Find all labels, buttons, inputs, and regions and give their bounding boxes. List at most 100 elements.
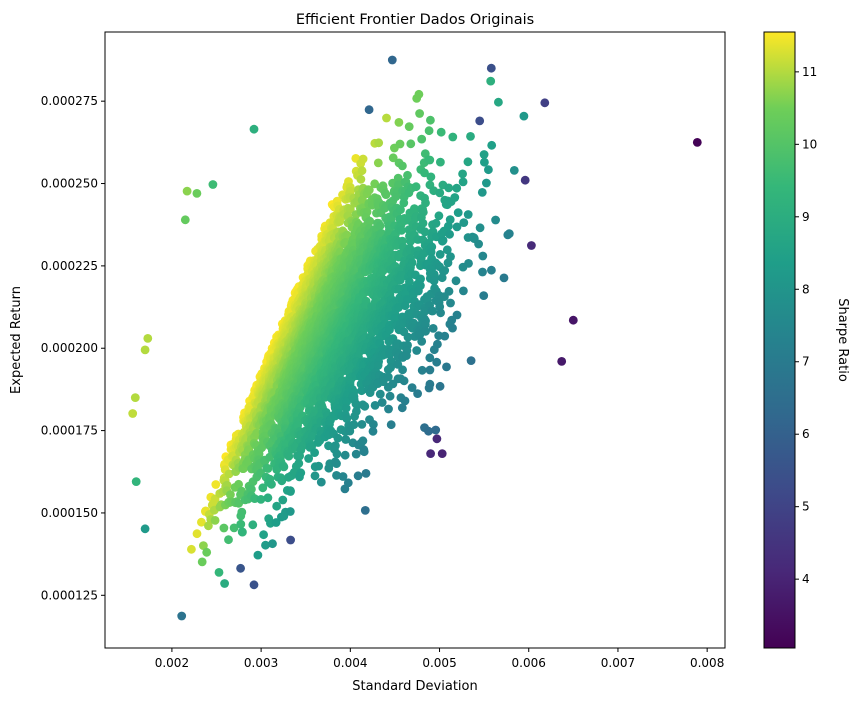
- scatter-point: [426, 449, 435, 458]
- scatter-point: [360, 506, 370, 515]
- scatter-point: [263, 464, 273, 473]
- scatter-point: [399, 376, 409, 386]
- scatter-point: [400, 301, 410, 311]
- scatter-point: [187, 544, 196, 554]
- scatter-point: [394, 303, 403, 312]
- scatter-point: [214, 568, 224, 577]
- scatter-point: [143, 334, 153, 343]
- scatter-point: [351, 449, 361, 459]
- scatter-point: [284, 451, 294, 461]
- scatter-point: [398, 161, 407, 171]
- scatter-point: [448, 132, 458, 142]
- scatter-point: [491, 215, 500, 225]
- scatter-point: [412, 346, 422, 355]
- scatter-point: [224, 469, 234, 479]
- scatter-point: [335, 217, 345, 226]
- y-tick-label: 0.000250: [41, 177, 98, 191]
- scatter-point: [420, 320, 430, 329]
- scatter-point: [478, 251, 488, 261]
- colorbar-tick-label: 11: [802, 65, 817, 79]
- scatter-point: [373, 361, 383, 370]
- scatter-point: [417, 365, 427, 375]
- y-tick-label: 0.000200: [41, 341, 98, 355]
- scatter-point: [332, 449, 342, 459]
- x-axis: 0.002 0.003 0.004 0.005 0.006 0.007 0.008: [155, 648, 724, 670]
- scatter-point: [226, 490, 235, 499]
- scatter-point: [384, 404, 393, 414]
- scatter-point: [479, 291, 489, 300]
- scatter-point: [236, 511, 246, 521]
- scatter-point: [435, 188, 445, 198]
- scatter-point: [324, 463, 334, 473]
- scatter-point: [520, 175, 530, 185]
- scatter-point: [406, 139, 416, 149]
- scatter-point: [386, 420, 396, 430]
- scatter-point: [208, 180, 218, 189]
- scatter-point: [285, 507, 295, 516]
- scatter-point: [424, 383, 434, 393]
- colorbar-tick-label: 10: [802, 137, 817, 151]
- scatter-point: [425, 365, 435, 375]
- scatter-point: [386, 363, 395, 372]
- scatter-point: [180, 215, 190, 225]
- scatter-point: [375, 389, 385, 399]
- scatter-point: [359, 447, 369, 457]
- scatter-point: [364, 185, 374, 195]
- chart-title: Efficient Frontier Dados Originais: [296, 12, 534, 28]
- scatter-point: [252, 428, 261, 438]
- scatter-point: [475, 223, 485, 233]
- scatter-point: [431, 425, 441, 435]
- scatter-point: [463, 210, 473, 219]
- y-axis-label: Expected Return: [9, 286, 24, 394]
- scatter-point: [340, 450, 350, 460]
- scatter-point: [431, 218, 441, 228]
- scatter-point: [192, 529, 202, 539]
- scatter-point: [440, 266, 450, 275]
- scatter-point: [357, 420, 367, 429]
- scatter-point: [424, 426, 433, 436]
- scatter-point: [271, 518, 281, 527]
- scatter-point: [452, 183, 462, 193]
- scatter-point: [504, 229, 514, 239]
- scatter-point: [338, 472, 348, 481]
- scatter-point: [349, 420, 359, 429]
- scatter-point: [417, 134, 427, 144]
- scatter-point: [377, 398, 387, 407]
- scatter-point: [402, 351, 411, 360]
- scatter-point: [428, 306, 437, 316]
- scatter-point: [236, 563, 246, 573]
- scatter-point: [342, 397, 352, 406]
- scatter-point: [345, 204, 355, 214]
- x-tick-label: 0.004: [333, 656, 367, 670]
- scatter-point: [236, 519, 246, 529]
- scatter-point: [437, 449, 447, 458]
- scatter-point: [268, 539, 277, 549]
- scatter-point: [397, 403, 407, 413]
- scatter-point: [295, 451, 304, 461]
- scatter-point: [425, 155, 435, 165]
- scatter-point: [259, 530, 268, 540]
- scatter-point: [421, 326, 430, 336]
- scatter-point: [368, 426, 378, 436]
- x-tick-label: 0.007: [601, 656, 635, 670]
- scatter-point: [475, 116, 485, 126]
- scatter-point: [466, 132, 475, 141]
- scatter-point: [435, 381, 445, 391]
- scatter-point: [140, 345, 150, 355]
- x-tick-label: 0.006: [512, 656, 546, 670]
- scatter-point: [417, 337, 427, 346]
- colorbar-tick-label: 5: [802, 500, 810, 514]
- scatter-point: [333, 433, 343, 443]
- scatter-point: [265, 452, 275, 462]
- scatter-point: [131, 477, 141, 486]
- scatter-point: [414, 286, 423, 296]
- scatter-point: [249, 580, 259, 590]
- scatter-point: [357, 166, 367, 176]
- scatter-point: [437, 273, 447, 283]
- scatter-point: [304, 454, 313, 463]
- scatter-point: [494, 97, 503, 107]
- y-axis: 0.000125 0.000150 0.000175 0.000200 0.000225…: [41, 94, 105, 602]
- scatter-point: [486, 76, 496, 86]
- scatter-point: [316, 477, 326, 487]
- scatter-point: [342, 230, 352, 240]
